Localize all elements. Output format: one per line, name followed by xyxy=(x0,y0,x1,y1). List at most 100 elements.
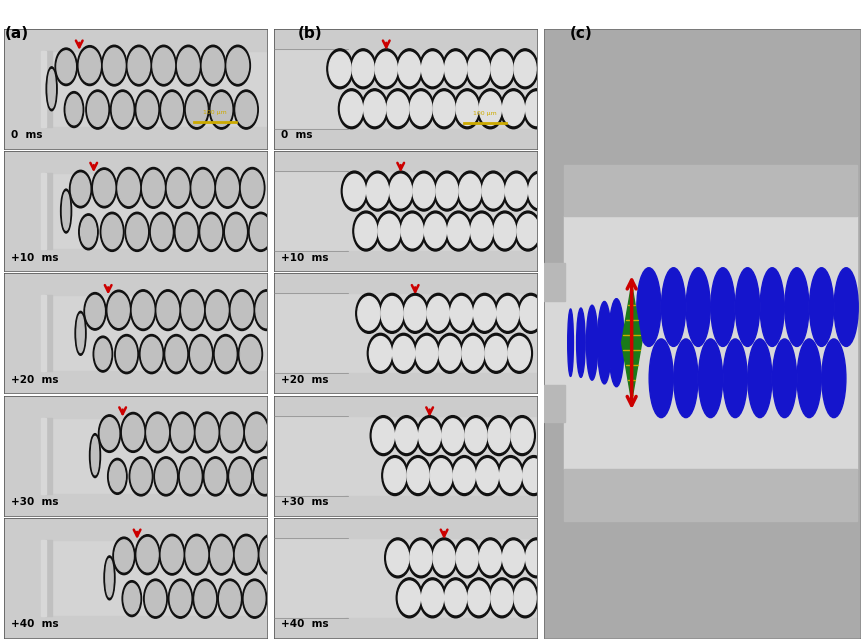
Ellipse shape xyxy=(428,456,454,495)
Ellipse shape xyxy=(499,459,522,492)
Ellipse shape xyxy=(77,314,85,353)
Ellipse shape xyxy=(137,93,157,126)
Ellipse shape xyxy=(401,214,423,248)
Ellipse shape xyxy=(387,541,409,575)
Ellipse shape xyxy=(154,457,178,496)
Ellipse shape xyxy=(184,535,209,575)
Ellipse shape xyxy=(255,460,275,493)
Ellipse shape xyxy=(121,412,145,453)
Bar xyxy=(45,173,52,249)
Ellipse shape xyxy=(525,92,548,126)
Ellipse shape xyxy=(136,90,160,129)
Ellipse shape xyxy=(95,339,111,369)
Ellipse shape xyxy=(498,456,524,495)
Ellipse shape xyxy=(352,52,374,86)
Ellipse shape xyxy=(392,337,415,370)
Ellipse shape xyxy=(78,46,102,86)
Ellipse shape xyxy=(123,415,143,449)
Ellipse shape xyxy=(414,333,440,373)
Ellipse shape xyxy=(67,94,82,125)
Ellipse shape xyxy=(505,174,527,208)
Ellipse shape xyxy=(834,268,858,346)
Ellipse shape xyxy=(442,578,469,618)
Ellipse shape xyxy=(450,297,473,330)
Ellipse shape xyxy=(410,92,432,126)
Ellipse shape xyxy=(512,49,538,89)
Ellipse shape xyxy=(433,541,455,575)
Ellipse shape xyxy=(145,582,166,615)
Ellipse shape xyxy=(509,415,536,456)
Ellipse shape xyxy=(126,46,151,86)
Ellipse shape xyxy=(199,212,223,251)
Ellipse shape xyxy=(64,92,84,128)
Ellipse shape xyxy=(674,339,698,418)
Ellipse shape xyxy=(112,93,133,126)
Polygon shape xyxy=(274,618,348,638)
Ellipse shape xyxy=(215,337,236,371)
Ellipse shape xyxy=(69,171,92,208)
Ellipse shape xyxy=(243,579,267,618)
Ellipse shape xyxy=(358,297,380,330)
Ellipse shape xyxy=(511,419,533,453)
Ellipse shape xyxy=(136,535,160,575)
Ellipse shape xyxy=(139,335,163,374)
Ellipse shape xyxy=(480,171,506,211)
Text: 0  ms: 0 ms xyxy=(11,130,42,140)
Bar xyxy=(4,273,45,394)
Polygon shape xyxy=(274,29,348,49)
Bar xyxy=(274,495,537,515)
Ellipse shape xyxy=(483,333,509,373)
Ellipse shape xyxy=(341,171,367,211)
Ellipse shape xyxy=(662,268,685,346)
Ellipse shape xyxy=(211,537,232,572)
Ellipse shape xyxy=(102,215,122,249)
Ellipse shape xyxy=(130,290,156,331)
Ellipse shape xyxy=(445,581,467,615)
Ellipse shape xyxy=(361,89,388,129)
Ellipse shape xyxy=(151,215,172,249)
Ellipse shape xyxy=(186,537,207,572)
Ellipse shape xyxy=(98,415,121,453)
Ellipse shape xyxy=(370,415,397,456)
Ellipse shape xyxy=(397,578,422,618)
Ellipse shape xyxy=(372,419,394,453)
Ellipse shape xyxy=(467,581,490,615)
Polygon shape xyxy=(274,518,348,538)
Ellipse shape xyxy=(434,171,461,211)
Bar xyxy=(544,263,565,301)
Ellipse shape xyxy=(213,335,238,374)
Polygon shape xyxy=(274,151,348,171)
Ellipse shape xyxy=(376,211,403,251)
Ellipse shape xyxy=(215,167,240,208)
Ellipse shape xyxy=(428,297,449,330)
Bar xyxy=(274,618,537,638)
Ellipse shape xyxy=(500,89,527,129)
Text: +30  ms: +30 ms xyxy=(11,497,59,507)
Bar xyxy=(4,51,267,127)
Ellipse shape xyxy=(125,212,149,251)
Ellipse shape xyxy=(209,535,234,575)
Text: +10  ms: +10 ms xyxy=(11,253,59,263)
Ellipse shape xyxy=(521,456,547,495)
Ellipse shape xyxy=(391,333,416,373)
Bar xyxy=(4,371,267,394)
Ellipse shape xyxy=(384,459,406,492)
Ellipse shape xyxy=(491,581,513,615)
Ellipse shape xyxy=(226,46,251,86)
Ellipse shape xyxy=(822,339,846,418)
Ellipse shape xyxy=(396,419,417,453)
Ellipse shape xyxy=(489,578,515,618)
Polygon shape xyxy=(274,251,348,271)
Ellipse shape xyxy=(113,537,135,575)
Bar xyxy=(274,273,537,294)
Ellipse shape xyxy=(233,535,259,575)
Bar xyxy=(274,373,537,394)
Ellipse shape xyxy=(503,541,524,575)
Polygon shape xyxy=(274,273,348,294)
Ellipse shape xyxy=(525,541,548,575)
Ellipse shape xyxy=(254,290,279,331)
Ellipse shape xyxy=(430,459,452,492)
Ellipse shape xyxy=(477,538,504,578)
Ellipse shape xyxy=(373,49,399,89)
Bar xyxy=(4,518,267,540)
